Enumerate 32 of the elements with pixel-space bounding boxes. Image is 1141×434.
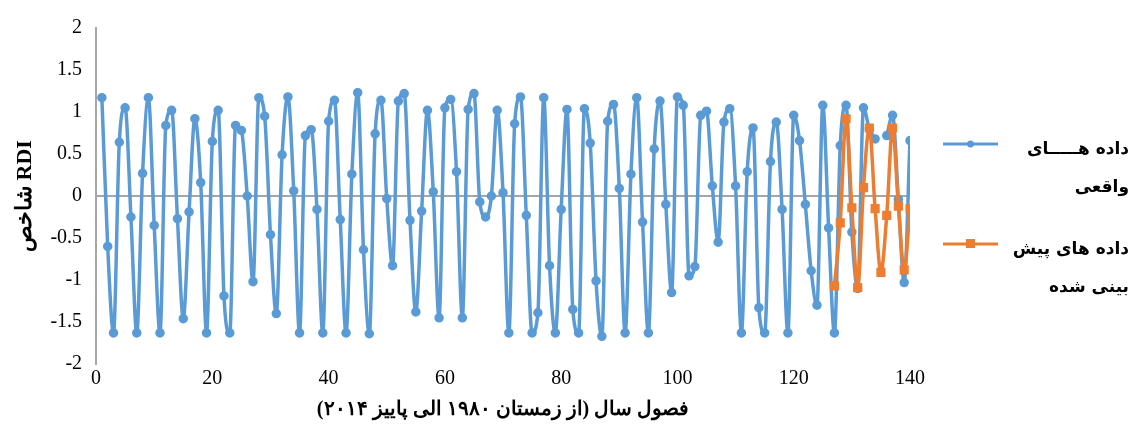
point — [893, 201, 903, 211]
point — [841, 114, 851, 124]
y-tick-label: -0.5 — [50, 225, 83, 248]
point — [847, 203, 857, 213]
point — [876, 267, 886, 278]
y-tick-label: 0 — [72, 183, 83, 206]
x-tick-label: 20 — [202, 366, 223, 389]
point — [882, 210, 892, 220]
y-tick-label: -1.5 — [50, 309, 83, 332]
y-tick-label: 2 — [72, 15, 83, 38]
point — [858, 183, 869, 193]
x-tick-label: 120 — [778, 366, 809, 389]
x-tick-label: 0 — [91, 366, 102, 389]
x-tick-label: 40 — [318, 366, 339, 389]
legend-label: داده های پیش بینی شده — [1011, 237, 1129, 298]
x-tick-label: 60 — [434, 366, 455, 389]
point — [870, 204, 880, 214]
x-tick-label: 80 — [551, 366, 572, 389]
y-tick-label: 1 — [72, 99, 83, 122]
legend-label: داده هـــــای واقعی — [1025, 137, 1129, 198]
y-tick-label: 0.5 — [57, 141, 83, 164]
y-tick-label: -2 — [65, 351, 83, 374]
point — [835, 218, 845, 228]
x-tick-label: 140 — [895, 366, 925, 389]
y-axis-title: شاخص RDI — [10, 140, 37, 252]
point — [899, 265, 909, 275]
x-tick-label: 100 — [662, 366, 693, 389]
x-axis-title: فصول سال (از زمستان ۱۹۸۰ الی پاییز ۲۰۱۴) — [316, 397, 690, 422]
y-tick-label: 1.5 — [57, 57, 83, 80]
y-tick-label: -1 — [65, 267, 83, 290]
point — [887, 123, 898, 133]
point — [829, 281, 839, 291]
